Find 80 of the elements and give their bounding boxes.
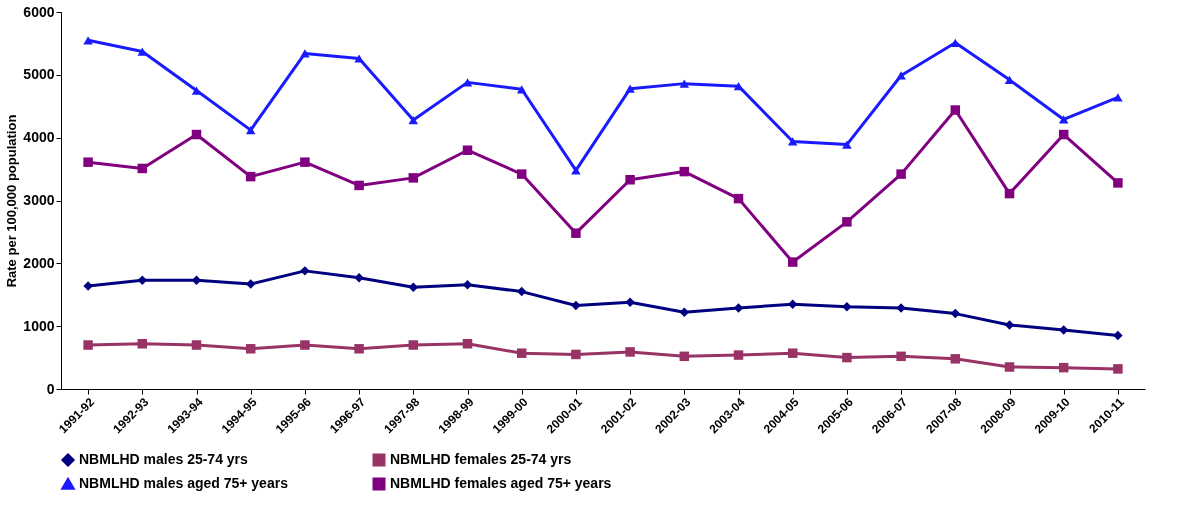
point [191, 129, 202, 140]
point [733, 82, 744, 91]
legend-label: NBMLHD males aged 75+ years [79, 475, 289, 491]
point [300, 157, 310, 167]
point [571, 166, 581, 175]
point [571, 228, 581, 238]
point [1113, 364, 1123, 374]
point [191, 340, 202, 350]
point [787, 348, 798, 358]
point [516, 169, 527, 179]
y-axis-title: Rate per 100,000 population [4, 114, 20, 288]
point [83, 36, 93, 45]
point [1113, 330, 1123, 341]
point [679, 166, 690, 177]
legend-label: NBMLHD males 25-74 yrs [79, 451, 249, 467]
point [516, 286, 527, 297]
y-tick-label: 3000 [23, 192, 55, 208]
point [950, 354, 961, 364]
point [1004, 362, 1015, 372]
point [408, 115, 419, 125]
point [245, 171, 256, 182]
point [462, 279, 473, 290]
point [137, 163, 148, 174]
point [1058, 129, 1069, 140]
point [354, 180, 364, 191]
point [354, 344, 364, 354]
point [950, 308, 961, 319]
point [1004, 188, 1015, 199]
point [896, 169, 906, 179]
point [625, 297, 635, 308]
point [300, 49, 310, 58]
point [571, 300, 581, 311]
y-tick-label: 5000 [23, 66, 55, 83]
point [842, 140, 852, 149]
point [896, 71, 906, 80]
point [625, 175, 635, 185]
point [1113, 93, 1123, 102]
point [733, 350, 744, 360]
legend-label: NBMLHD females aged 75+ years [390, 475, 612, 491]
point [733, 193, 744, 204]
point [300, 340, 310, 350]
point [137, 339, 148, 349]
point [1058, 115, 1069, 124]
point [950, 105, 961, 115]
point [679, 79, 690, 88]
point [462, 78, 473, 87]
point [842, 352, 852, 363]
point [1058, 362, 1069, 373]
point [354, 273, 364, 283]
y-tick-label: 6000 [23, 3, 55, 20]
y-tick-label: 4000 [23, 129, 55, 146]
point [83, 340, 93, 350]
y-tick-label: 0 [46, 380, 55, 397]
point [787, 137, 798, 146]
point [733, 303, 744, 313]
y-tick-label: 1000 [23, 317, 55, 334]
point [354, 54, 364, 63]
point [462, 339, 473, 349]
point [516, 85, 527, 94]
point [245, 344, 256, 354]
point [842, 301, 852, 312]
point [83, 157, 93, 167]
point [896, 351, 906, 362]
point [516, 348, 527, 358]
point [1113, 178, 1123, 188]
y-tick-label: 2000 [23, 254, 55, 271]
point [842, 217, 852, 227]
point [787, 257, 798, 267]
point [625, 84, 635, 93]
legend-label: NBMLHD females 25-74 yrs [390, 451, 572, 467]
point [462, 145, 473, 155]
point [408, 173, 419, 183]
point [245, 126, 256, 135]
point [679, 351, 690, 362]
point [1004, 320, 1015, 330]
point [408, 282, 419, 292]
point [679, 307, 690, 318]
point [571, 349, 581, 360]
point [625, 347, 635, 357]
point [408, 340, 419, 350]
